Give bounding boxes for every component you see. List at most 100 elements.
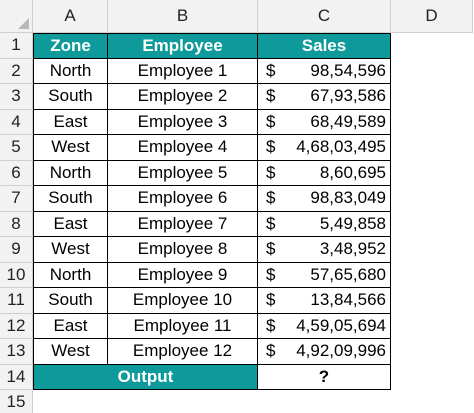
employee-cell[interactable]: Employee 4 (108, 135, 258, 161)
sales-amount: 68,49,589 (310, 111, 386, 131)
currency-symbol: $ (266, 239, 276, 259)
currency-symbol: $ (266, 341, 276, 361)
sales-amount: 3,48,952 (319, 239, 386, 259)
zone-cell[interactable]: East (33, 109, 108, 135)
table-row: West Employee 8 $3,48,952 (33, 237, 391, 263)
cell-grid: Zone Employee Sales North Employee 1 $98… (33, 33, 391, 390)
column-header-d[interactable]: D (391, 0, 473, 33)
row-header[interactable]: 1 (0, 33, 33, 59)
employee-cell[interactable]: Employee 12 (108, 339, 258, 365)
column-header-c[interactable]: C (258, 0, 391, 33)
column-headers: A B C D (33, 0, 473, 33)
zone-cell[interactable]: South (33, 186, 108, 212)
zone-cell[interactable]: West (33, 237, 108, 263)
sales-amount: 4,59,05,694 (296, 315, 386, 335)
employee-cell[interactable]: Employee 10 (108, 288, 258, 314)
employee-cell[interactable]: Employee 5 (108, 160, 258, 186)
output-label-cell[interactable]: Output (33, 364, 258, 390)
employee-cell[interactable]: Employee 9 (108, 262, 258, 288)
sales-cell[interactable]: $4,92,09,996 (258, 339, 391, 365)
select-all-corner[interactable] (0, 0, 33, 33)
table-row: East Employee 11 $4,59,05,694 (33, 313, 391, 339)
table-row: South Employee 2 $67,93,586 (33, 84, 391, 110)
row-header[interactable]: 14 (0, 364, 33, 390)
table-row: North Employee 9 $57,65,680 (33, 262, 391, 288)
currency-symbol: $ (266, 264, 276, 284)
sales-cell[interactable]: $67,93,586 (258, 84, 391, 110)
employee-cell[interactable]: Employee 11 (108, 313, 258, 339)
row-header[interactable]: 7 (0, 186, 33, 212)
row-header[interactable]: 8 (0, 211, 33, 237)
header-cell-sales[interactable]: Sales (258, 33, 391, 59)
zone-cell[interactable]: West (33, 135, 108, 161)
sales-amount: 8,60,695 (319, 162, 386, 182)
employee-cell[interactable]: Employee 7 (108, 211, 258, 237)
output-row: Output ? (33, 364, 391, 390)
zone-cell[interactable]: West (33, 339, 108, 365)
table-row: North Employee 5 $8,60,695 (33, 160, 391, 186)
zone-cell[interactable]: East (33, 313, 108, 339)
row-header[interactable]: 13 (0, 339, 33, 365)
select-all-triangle-icon (18, 18, 29, 29)
sales-amount: 13,84,566 (310, 290, 386, 310)
sales-cell[interactable]: $57,65,680 (258, 262, 391, 288)
employee-cell[interactable]: Employee 3 (108, 109, 258, 135)
table-row: North Employee 1 $98,54,596 (33, 58, 391, 84)
currency-symbol: $ (266, 213, 276, 233)
sales-cell[interactable]: $4,68,03,495 (258, 135, 391, 161)
table-header-row: Zone Employee Sales (33, 33, 391, 59)
row-header[interactable]: 5 (0, 135, 33, 161)
currency-symbol: $ (266, 111, 276, 131)
currency-symbol: $ (266, 315, 276, 335)
sales-cell[interactable]: $5,49,858 (258, 211, 391, 237)
sales-cell[interactable]: $3,48,952 (258, 237, 391, 263)
table-row: East Employee 7 $5,49,858 (33, 211, 391, 237)
zone-cell[interactable]: South (33, 84, 108, 110)
table-row: West Employee 4 $4,68,03,495 (33, 135, 391, 161)
table-row: East Employee 3 $68,49,589 (33, 109, 391, 135)
employee-cell[interactable]: Employee 6 (108, 186, 258, 212)
row-header[interactable]: 9 (0, 237, 33, 263)
sales-amount: 5,49,858 (319, 213, 386, 233)
row-header[interactable]: 6 (0, 160, 33, 186)
currency-symbol: $ (266, 188, 276, 208)
row-header[interactable]: 12 (0, 313, 33, 339)
currency-symbol: $ (266, 290, 276, 310)
currency-symbol: $ (266, 60, 276, 80)
zone-cell[interactable]: North (33, 58, 108, 84)
sales-amount: 57,65,680 (310, 264, 386, 284)
currency-symbol: $ (266, 162, 276, 182)
employee-cell[interactable]: Employee 2 (108, 84, 258, 110)
output-value-cell[interactable]: ? (258, 364, 391, 390)
sales-amount: 4,92,09,996 (296, 341, 386, 361)
table-row: South Employee 10 $13,84,566 (33, 288, 391, 314)
zone-cell[interactable]: South (33, 288, 108, 314)
currency-symbol: $ (266, 86, 276, 106)
row-header[interactable]: 3 (0, 84, 33, 110)
row-header[interactable]: 4 (0, 109, 33, 135)
row-header[interactable]: 2 (0, 58, 33, 84)
sales-cell[interactable]: $98,83,049 (258, 186, 391, 212)
zone-cell[interactable]: East (33, 211, 108, 237)
sales-cell[interactable]: $8,60,695 (258, 160, 391, 186)
zone-cell[interactable]: North (33, 160, 108, 186)
sales-cell[interactable]: $4,59,05,694 (258, 313, 391, 339)
table-row: West Employee 12 $4,92,09,996 (33, 339, 391, 365)
sales-amount: 98,83,049 (310, 188, 386, 208)
employee-cell[interactable]: Employee 1 (108, 58, 258, 84)
row-header[interactable]: 15 (0, 390, 33, 413)
row-header[interactable]: 11 (0, 288, 33, 314)
zone-cell[interactable]: North (33, 262, 108, 288)
table-row: South Employee 6 $98,83,049 (33, 186, 391, 212)
header-cell-zone[interactable]: Zone (33, 33, 108, 59)
column-header-a[interactable]: A (33, 0, 108, 33)
row-header[interactable]: 10 (0, 262, 33, 288)
column-header-b[interactable]: B (108, 0, 258, 33)
sales-cell[interactable]: $13,84,566 (258, 288, 391, 314)
sales-amount: 98,54,596 (310, 60, 386, 80)
header-cell-employee[interactable]: Employee (108, 33, 258, 59)
employee-cell[interactable]: Employee 8 (108, 237, 258, 263)
sales-cell[interactable]: $98,54,596 (258, 58, 391, 84)
sales-cell[interactable]: $68,49,589 (258, 109, 391, 135)
